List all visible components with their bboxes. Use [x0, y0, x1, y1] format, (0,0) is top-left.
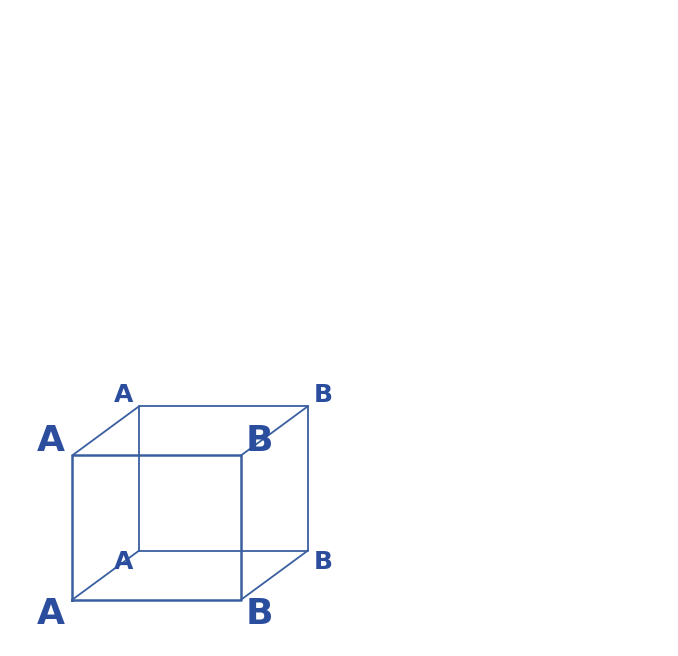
Text: B: B — [245, 424, 273, 458]
Text: B: B — [245, 597, 273, 631]
Text: A: A — [37, 597, 65, 631]
Text: A: A — [37, 424, 65, 458]
Text: B: B — [314, 382, 333, 407]
Text: A: A — [114, 550, 133, 574]
Text: A: A — [114, 382, 133, 407]
Text: B: B — [314, 550, 333, 574]
